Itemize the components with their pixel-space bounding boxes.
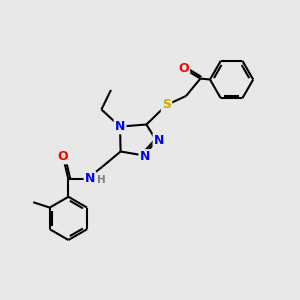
Text: H: H xyxy=(97,175,106,185)
Text: O: O xyxy=(58,150,68,163)
Text: N: N xyxy=(115,120,125,133)
Text: O: O xyxy=(178,62,189,75)
Text: N: N xyxy=(154,134,164,147)
Text: N: N xyxy=(140,150,150,164)
Text: S: S xyxy=(162,98,171,112)
Text: N: N xyxy=(85,172,95,185)
